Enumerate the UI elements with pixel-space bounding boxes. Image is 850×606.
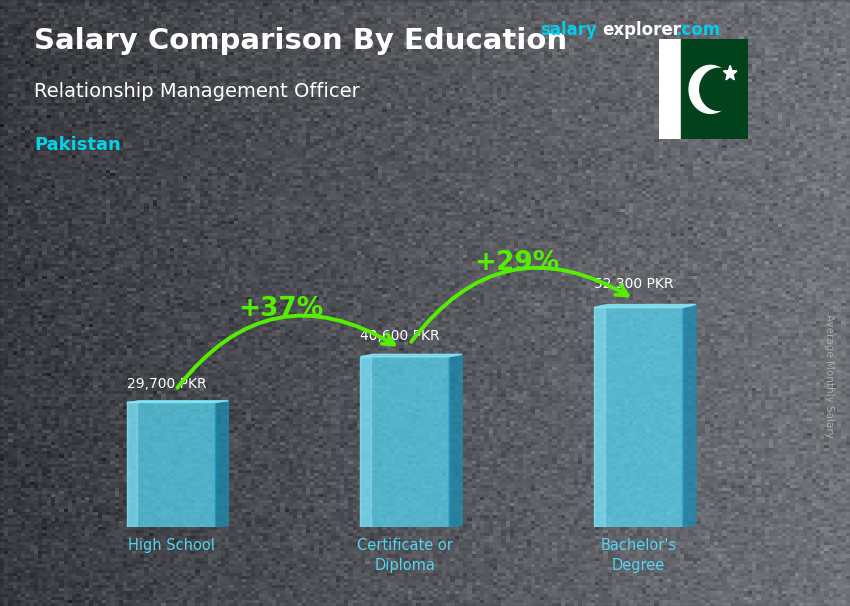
- Bar: [127, 402, 216, 527]
- Bar: [681, 39, 748, 139]
- Text: salary: salary: [540, 21, 597, 39]
- Text: +29%: +29%: [474, 250, 559, 276]
- Bar: [659, 39, 681, 139]
- Polygon shape: [360, 355, 462, 357]
- Text: 40,600 PKR: 40,600 PKR: [360, 328, 440, 342]
- Polygon shape: [700, 68, 737, 110]
- Polygon shape: [689, 65, 732, 113]
- Bar: [360, 357, 449, 527]
- Text: 52,300 PKR: 52,300 PKR: [594, 278, 674, 291]
- Bar: [127, 402, 138, 527]
- Polygon shape: [723, 65, 737, 80]
- Bar: [594, 307, 683, 527]
- Text: +37%: +37%: [238, 296, 324, 322]
- Text: explorer: explorer: [602, 21, 681, 39]
- Polygon shape: [683, 304, 696, 527]
- Text: Salary Comparison By Education: Salary Comparison By Education: [34, 27, 567, 55]
- Bar: [360, 357, 371, 527]
- Text: Pakistan: Pakistan: [34, 136, 121, 155]
- Polygon shape: [127, 401, 229, 402]
- Text: Relationship Management Officer: Relationship Management Officer: [34, 82, 360, 101]
- Text: Average Monthly Salary: Average Monthly Salary: [824, 314, 834, 438]
- Text: .com: .com: [676, 21, 721, 39]
- Text: 29,700 PKR: 29,700 PKR: [127, 376, 207, 390]
- Polygon shape: [215, 401, 229, 527]
- Bar: [594, 307, 605, 527]
- Polygon shape: [594, 304, 696, 307]
- Polygon shape: [449, 355, 462, 527]
